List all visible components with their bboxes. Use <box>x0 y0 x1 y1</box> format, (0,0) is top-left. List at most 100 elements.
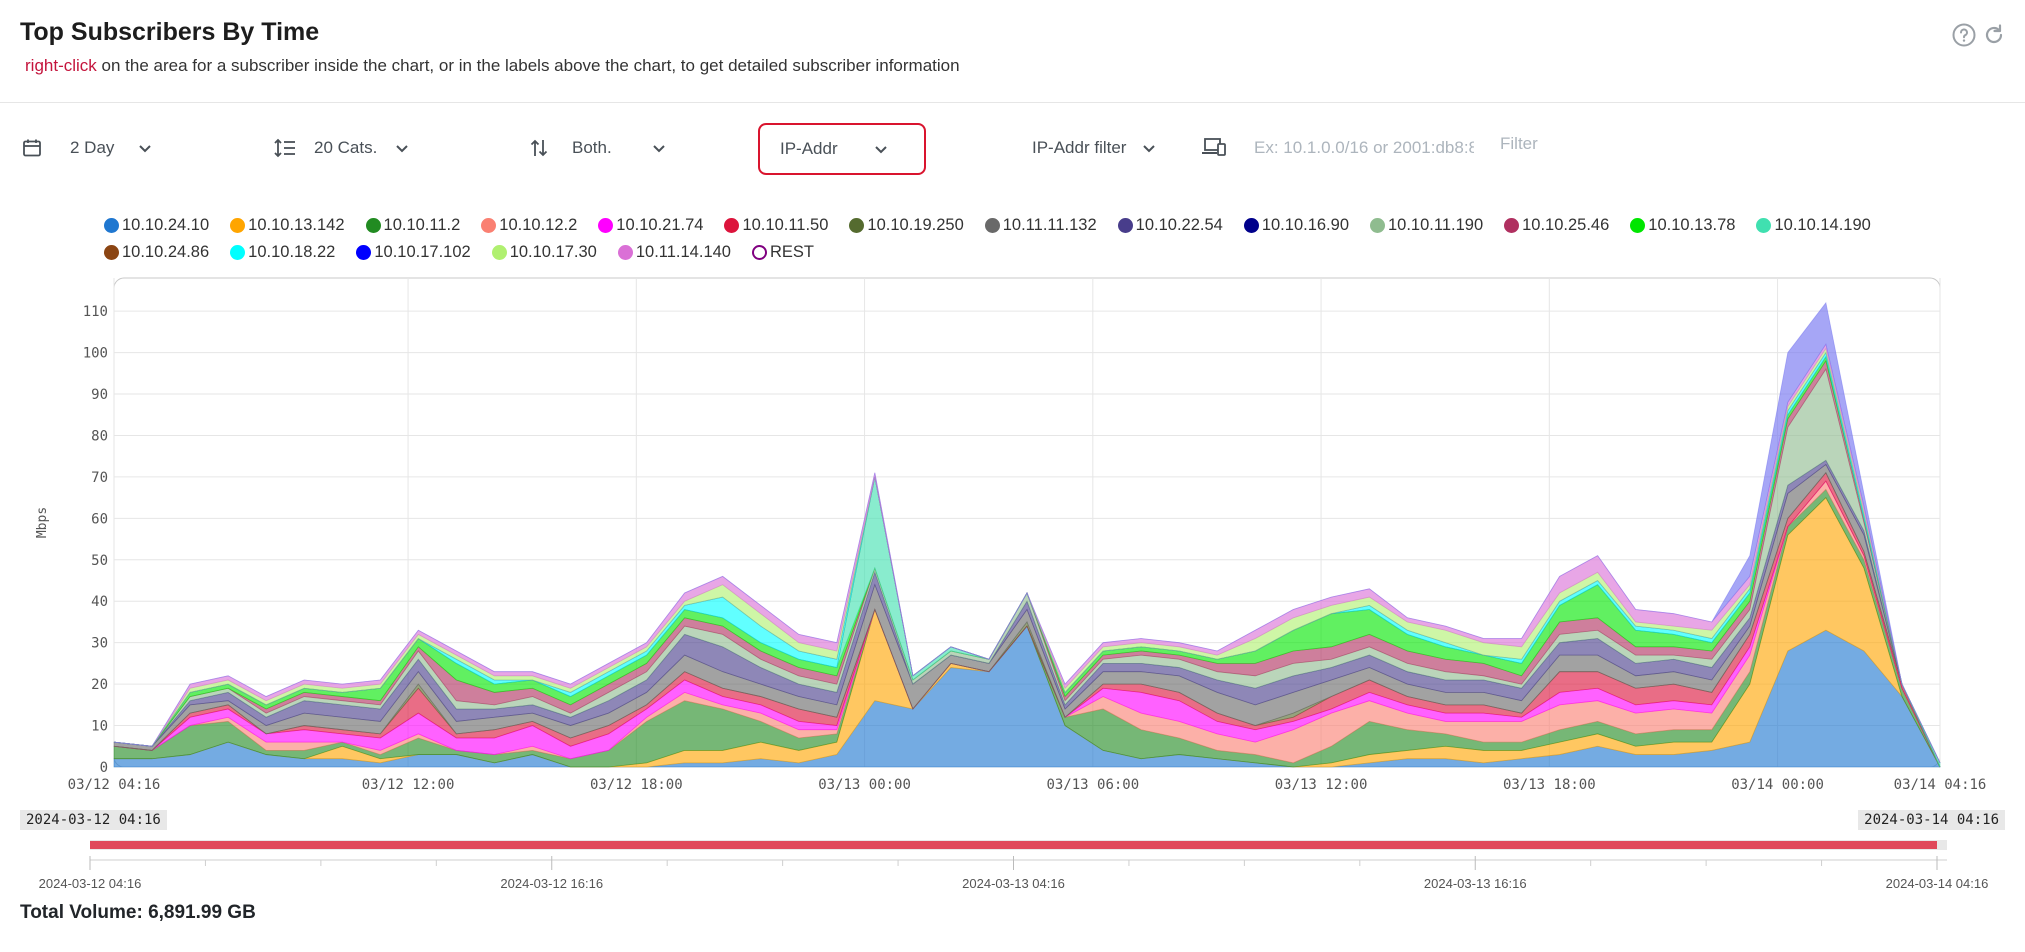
navigator-tick-label: 2024-03-13 04:16 <box>962 876 1065 891</box>
legend-label: 10.10.24.86 <box>122 243 210 261</box>
chevron-down-icon <box>139 145 152 153</box>
legend-swatch <box>365 218 381 233</box>
y-tick-label: 30 <box>91 636 108 652</box>
chart-legend: 10.10.24.10 10.10.13.142 10.10.11.2 10.10.1… <box>104 212 1964 266</box>
legend-swatch <box>849 218 865 233</box>
arrows-up-down-icon <box>530 139 548 157</box>
navigator-tick-label: 2024-03-12 04:16 <box>39 876 142 891</box>
legend-swatch <box>1504 218 1520 233</box>
legend-item[interactable]: 10.11.11.132 <box>984 216 1097 235</box>
y-tick-label: 50 <box>91 553 108 569</box>
toolbar: 2 Day 20 Cats. Both. <box>0 120 2025 176</box>
legend-item[interactable]: 10.10.16.90 <box>1243 216 1349 235</box>
legend-label: 10.10.22.54 <box>1135 216 1223 234</box>
legend-item[interactable]: 10.11.14.140 <box>617 243 731 262</box>
x-tick-label: 03/13 18:00 <box>1503 777 1596 790</box>
grouping-select[interactable]: IP-Addr <box>758 123 926 175</box>
y-tick-label: 80 <box>91 428 108 444</box>
filter-type-select[interactable]: IP-Addr filter <box>1032 120 1156 176</box>
legend-label: 10.10.17.102 <box>374 243 471 261</box>
header-divider <box>0 102 2025 103</box>
legend-item[interactable]: 10.10.18.22 <box>230 243 335 262</box>
x-tick-label: 03/13 00:00 <box>818 777 911 790</box>
x-tick-label: 03/13 12:00 <box>1275 777 1368 790</box>
filter-input[interactable] <box>1252 134 1476 162</box>
x-tick-label: 03/14 00:00 <box>1731 777 1824 790</box>
period-select[interactable]: 2 Day <box>22 120 152 176</box>
legend-label: 10.10.24.10 <box>122 216 210 234</box>
legend-label: 10.10.17.30 <box>509 243 597 261</box>
legend-item[interactable]: 10.10.19.250 <box>849 216 964 235</box>
legend-item[interactable]: 10.10.12.2 <box>481 216 577 235</box>
legend-swatch <box>724 218 740 233</box>
legend-label: REST <box>769 243 814 261</box>
legend-label: 10.11.11.132 <box>1002 216 1097 234</box>
calendar-icon <box>23 139 41 157</box>
legend-item[interactable]: 10.10.24.10 <box>104 216 209 235</box>
filter-type-label: IP-Addr filter <box>1032 138 1127 157</box>
direction-select[interactable]: Both. <box>530 120 666 176</box>
area-chart[interactable]: 0 10 20 30 40 50 60 70 80 90 100 110 03/12 04:16 03/1… <box>0 270 2025 790</box>
legend-label: 10.10.11.190 <box>1388 216 1484 234</box>
page-title: Top Subscribers By Time <box>20 18 320 46</box>
legend-item[interactable]: 10.10.14.190 <box>1756 216 1871 235</box>
legend-swatch <box>1756 218 1772 233</box>
x-tick-label: 03/12 18:00 <box>590 777 683 790</box>
x-tick-label: 03/14 04:16 <box>1894 777 1987 790</box>
legend-item[interactable]: 10.10.17.30 <box>491 243 597 262</box>
legend-swatch <box>356 245 372 260</box>
y-tick-label: 100 <box>83 346 108 362</box>
chevron-down-icon <box>396 145 409 153</box>
navigator-tick-label: 2024-03-13 16:16 <box>1424 876 1527 891</box>
legend-swatch <box>1370 218 1385 233</box>
x-tick-label: 03/12 04:16 <box>68 777 161 790</box>
y-tick-label: 20 <box>91 677 108 693</box>
categories-select[interactable]: 20 Cats. <box>274 120 409 176</box>
grouping-label: IP-Addr <box>780 139 838 158</box>
hint-description: on the area for a subscriber inside the … <box>101 56 960 75</box>
header-icons <box>1951 22 2007 48</box>
legend-row: 10.10.24.86 10.10.18.22 10.10.17.102 10.10.… <box>104 239 1964 266</box>
y-axis-label: Mbps <box>35 507 50 538</box>
hint-text: right-click on the area for a subscriber… <box>25 56 960 76</box>
time-range-navigator[interactable]: 2024-03-12 04:16 2024-03-12 16:16 2024-03-… <box>0 834 2025 894</box>
legend-item[interactable]: 10.10.11.50 <box>724 216 828 235</box>
legend-label: 10.10.11.2 <box>383 216 461 234</box>
devices-icon <box>1202 138 1226 156</box>
legend-item[interactable]: 10.10.25.46 <box>1504 216 1609 235</box>
refresh-icon[interactable] <box>1981 22 2007 48</box>
legend-swatch <box>751 245 767 260</box>
legend-item[interactable]: 10.10.24.86 <box>104 243 209 262</box>
question-circle-icon[interactable] <box>1951 22 1977 48</box>
filter-button[interactable]: Filter <box>1500 134 1538 153</box>
legend-item[interactable]: 10.10.21.74 <box>598 216 703 235</box>
legend-item[interactable]: 10.10.17.102 <box>356 243 471 262</box>
chevron-down-icon <box>874 146 887 154</box>
legend-row: 10.10.24.10 10.10.13.142 10.10.11.2 10.10.1… <box>104 212 1964 239</box>
legend-item[interactable]: 10.10.22.54 <box>1117 216 1223 235</box>
legend-swatch <box>104 245 119 260</box>
legend-swatch <box>481 218 497 233</box>
legend-swatch <box>598 218 614 233</box>
chevron-down-icon <box>652 145 665 153</box>
range-end-label: 2024-03-14 04:16 <box>1858 810 2005 830</box>
legend-item[interactable]: 10.10.13.78 <box>1630 216 1735 235</box>
navigator-tick-label: 2024-03-12 16:16 <box>500 876 603 891</box>
legend-label: 10.10.16.90 <box>1261 216 1349 234</box>
navigator-selection[interactable] <box>90 841 1937 849</box>
y-tick-label: 0 <box>100 760 108 776</box>
y-tick-label: 90 <box>91 387 108 403</box>
legend-label: 10.10.18.22 <box>248 243 336 261</box>
legend-label: 10.10.12.2 <box>499 216 578 234</box>
legend-item[interactable]: 10.10.13.142 <box>230 216 345 235</box>
legend-item[interactable]: REST <box>751 243 814 262</box>
legend-swatch <box>104 218 119 233</box>
legend-item[interactable]: 10.10.11.190 <box>1370 216 1483 235</box>
y-tick-label: 60 <box>91 511 108 527</box>
legend-label: 10.11.14.140 <box>635 243 731 261</box>
legend-swatch <box>1243 218 1259 233</box>
legend-label: 10.10.21.74 <box>616 216 704 234</box>
legend-swatch <box>230 218 246 233</box>
y-tick-label: 110 <box>83 304 108 320</box>
legend-item[interactable]: 10.10.11.2 <box>365 216 461 235</box>
